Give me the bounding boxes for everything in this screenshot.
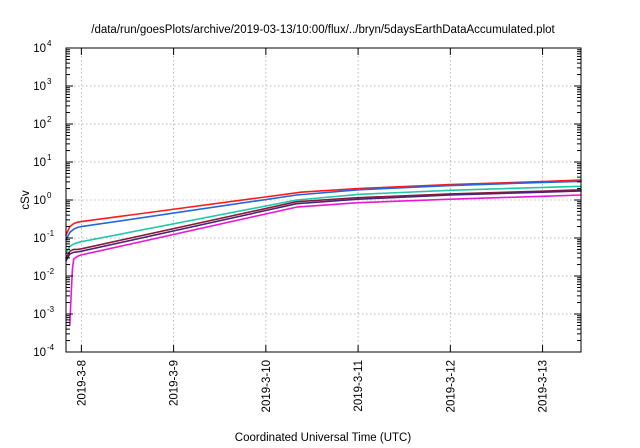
y-tick-label: 10 <box>33 119 46 131</box>
x-tick-label: 2019-3-13 <box>538 360 550 412</box>
x-tick-labels: 2019-3-8 2019-3-9 2019-3-10 2019-3-11 2019-3… <box>76 360 549 412</box>
x-tick-label: 2019-3-9 <box>169 360 181 406</box>
y-tick-exponent: 1 <box>47 153 52 162</box>
y-axis-title: cSv <box>20 190 32 209</box>
x-tick-label: 2019-3-8 <box>76 360 88 406</box>
y-tick-label: 10 <box>33 233 46 245</box>
chart-title: /data/run/goesPlots/archive/2019-03-13/1… <box>91 24 555 36</box>
y-tick-label: 10 <box>33 347 46 359</box>
y-tick-exponent: -1 <box>47 229 55 238</box>
y-tick-label: 10 <box>33 43 46 55</box>
y-tick-exponent: -4 <box>47 343 55 352</box>
y-tick-exponent: 0 <box>47 191 52 200</box>
x-tick-label: 2019-3-12 <box>445 360 457 412</box>
y-tick-exponent: 2 <box>47 115 52 124</box>
x-tick-label: 2019-3-11 <box>353 360 365 412</box>
series-line-3 <box>65 185 582 254</box>
y-tick-label: 10 <box>33 271 46 283</box>
y-tick-label: 10 <box>33 157 46 169</box>
y-tick-label: 10 <box>33 81 46 93</box>
y-tick-exponent: 4 <box>47 39 52 48</box>
x-tick-label: 2019-3-10 <box>261 360 273 412</box>
y-tick-exponent: -2 <box>47 267 55 276</box>
series-line-5 <box>65 190 582 262</box>
y-tick-exponent: -3 <box>47 305 55 314</box>
chart-series <box>65 179 582 327</box>
y-tick-label: 10 <box>33 195 46 207</box>
y-tick-label: 10 <box>33 309 46 321</box>
series-line-2 <box>65 180 582 241</box>
series-line-1 <box>65 179 582 236</box>
series-line-4 <box>65 189 582 259</box>
x-axis-title: Coordinated Universal Time (UTC) <box>235 432 412 444</box>
chart-ticks <box>66 47 581 353</box>
y-tick-exponent: 3 <box>47 77 52 86</box>
series-line-6 <box>69 194 582 327</box>
